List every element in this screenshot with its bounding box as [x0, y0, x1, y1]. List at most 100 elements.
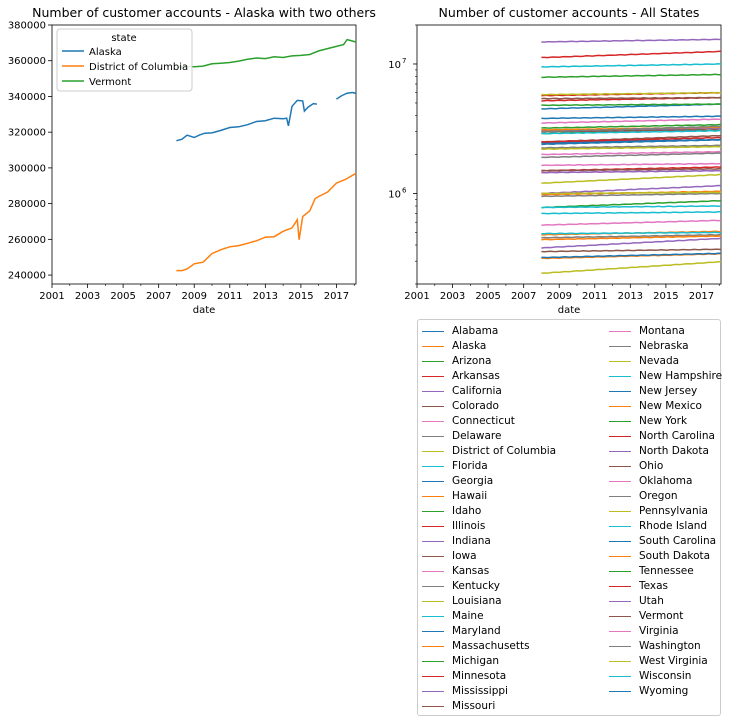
legend-swatch: [609, 391, 631, 392]
right-series-line-minnesota: [541, 136, 722, 143]
right-x-ticks: 2001 2003 2005 2007 2009 2011 2013 2015 2017: [404, 284, 720, 302]
legend-swatch: [609, 331, 631, 332]
legend-label: New Mexico: [639, 400, 702, 412]
right-series-line-maine: [541, 205, 722, 209]
right-series-lines: [541, 38, 722, 274]
right-x-tick-label: 2007: [511, 291, 536, 302]
right-series-line-california: [541, 38, 722, 43]
left-y-tick-label: 380000: [8, 21, 46, 32]
legend-label: Oregon: [639, 490, 678, 502]
legend-label: Alabama: [452, 325, 499, 337]
legend-label: Georgia: [452, 475, 494, 487]
left-x-tick-label: 2017: [324, 291, 349, 302]
legend-swatch: [609, 451, 631, 452]
legend-swatch: [609, 586, 631, 587]
left-series-line-alaska: [176, 99, 318, 142]
right-series-line-nebraska: [541, 192, 722, 198]
right-x-tick-label: 2005: [475, 291, 500, 302]
legend-label: South Carolina: [639, 535, 717, 547]
right-series-line-nevada: [541, 173, 722, 184]
left-y-tick-label: 320000: [8, 128, 46, 139]
legend-swatch: [422, 376, 444, 377]
legend-label: New Jersey: [639, 385, 698, 397]
right-series-line-new-york: [541, 73, 722, 79]
legend-label: Oklahoma: [639, 475, 693, 487]
legend-label: Massachusetts: [452, 640, 530, 652]
legend-label: North Carolina: [639, 430, 715, 442]
legend-label: Wisconsin: [639, 670, 692, 682]
legend-label: Ohio: [639, 460, 664, 472]
right-x-axis-label: date: [558, 305, 581, 316]
legend-label: New Hampshire: [639, 370, 723, 382]
legend-swatch: [609, 436, 631, 437]
legend-swatch: [609, 616, 631, 617]
legend-label: Nevada: [639, 355, 680, 367]
legend-label: Kansas: [452, 565, 490, 577]
left-legend: state Alaska District of Columbia Vermon…: [56, 28, 193, 92]
right-series-line-idaho: [541, 199, 722, 209]
legend-swatch: [422, 601, 444, 602]
legend-label: Mississippi: [452, 685, 508, 697]
right-series-line-utah: [541, 184, 722, 195]
legend-label: South Dakota: [639, 550, 711, 562]
legend-swatch: [422, 511, 444, 512]
left-legend-label-vermont: Vermont: [89, 77, 131, 88]
legend-label: Pennsylvania: [639, 505, 708, 517]
legend-label: Alaska: [452, 340, 487, 352]
right-series-line-virginia: [541, 118, 721, 124]
legend-label: Wyoming: [639, 685, 689, 697]
legend-swatch: [609, 511, 631, 512]
right-series-line-oregon: [541, 152, 722, 159]
alaska-comparison-chart: Number of customer accounts - Alaska wit…: [8, 5, 376, 316]
left-y-tick-label: 340000: [8, 92, 46, 103]
legend-swatch: [422, 346, 444, 347]
left-y-tick-label: 280000: [8, 199, 46, 210]
left-y-tick-label: 260000: [8, 235, 46, 246]
left-x-tick-label: 2003: [75, 291, 100, 302]
right-y-tick-label: 10: [388, 60, 401, 71]
legend-swatch: [422, 691, 444, 692]
legend-swatch: [422, 631, 444, 632]
legend-label: Indiana: [452, 535, 491, 547]
legend-swatch: [422, 616, 444, 617]
legend-label: Maine: [452, 610, 484, 622]
legend-label: Tennessee: [639, 565, 694, 577]
legend-swatch: [609, 691, 631, 692]
legend-swatch: [422, 331, 444, 332]
right-series-line-ohio: [541, 96, 722, 100]
right-series-line-florida: [541, 63, 722, 68]
legend-label: Idaho: [452, 505, 482, 517]
legend-label: Iowa: [452, 550, 477, 562]
right-series-line-washington: [541, 125, 722, 133]
left-series-line-alaska: [335, 91, 357, 100]
legend-label: Montana: [639, 325, 685, 337]
left-y-tick-label: 300000: [8, 163, 46, 174]
right-series-line-north-dakota: [541, 237, 722, 249]
left-series-line-vermont: [176, 38, 357, 69]
right-series-line-west-virginia: [541, 191, 722, 195]
legend-label: New York: [639, 415, 688, 427]
right-y-tick-exponent: 7: [402, 57, 406, 65]
right-y-tick-label: 10: [388, 189, 401, 200]
legend-swatch: [609, 346, 631, 347]
legend-label: Michigan: [452, 655, 500, 667]
legend-label: Hawaii: [452, 490, 488, 502]
legend-label: Texas: [639, 580, 669, 592]
legend-swatch: [609, 466, 631, 467]
right-x-tick-label: 2015: [653, 291, 678, 302]
legend-swatch: [422, 571, 444, 572]
right-series-line-kentucky: [541, 144, 722, 149]
legend-swatch: [609, 661, 631, 662]
legend-swatch: [422, 526, 444, 527]
legend-label: Nebraska: [639, 340, 689, 352]
left-series-line-district-of-columbia: [176, 172, 357, 272]
right-series-line-texas: [541, 50, 722, 59]
right-y-tick-exponent: 6: [402, 186, 407, 194]
left-series-lines: [176, 38, 357, 272]
legend-label: Connecticut: [452, 415, 515, 427]
left-legend-label-alaska: Alaska: [89, 47, 122, 58]
right-x-tick-label: 2013: [618, 291, 643, 302]
right-series-line-south-dakota: [541, 235, 722, 241]
